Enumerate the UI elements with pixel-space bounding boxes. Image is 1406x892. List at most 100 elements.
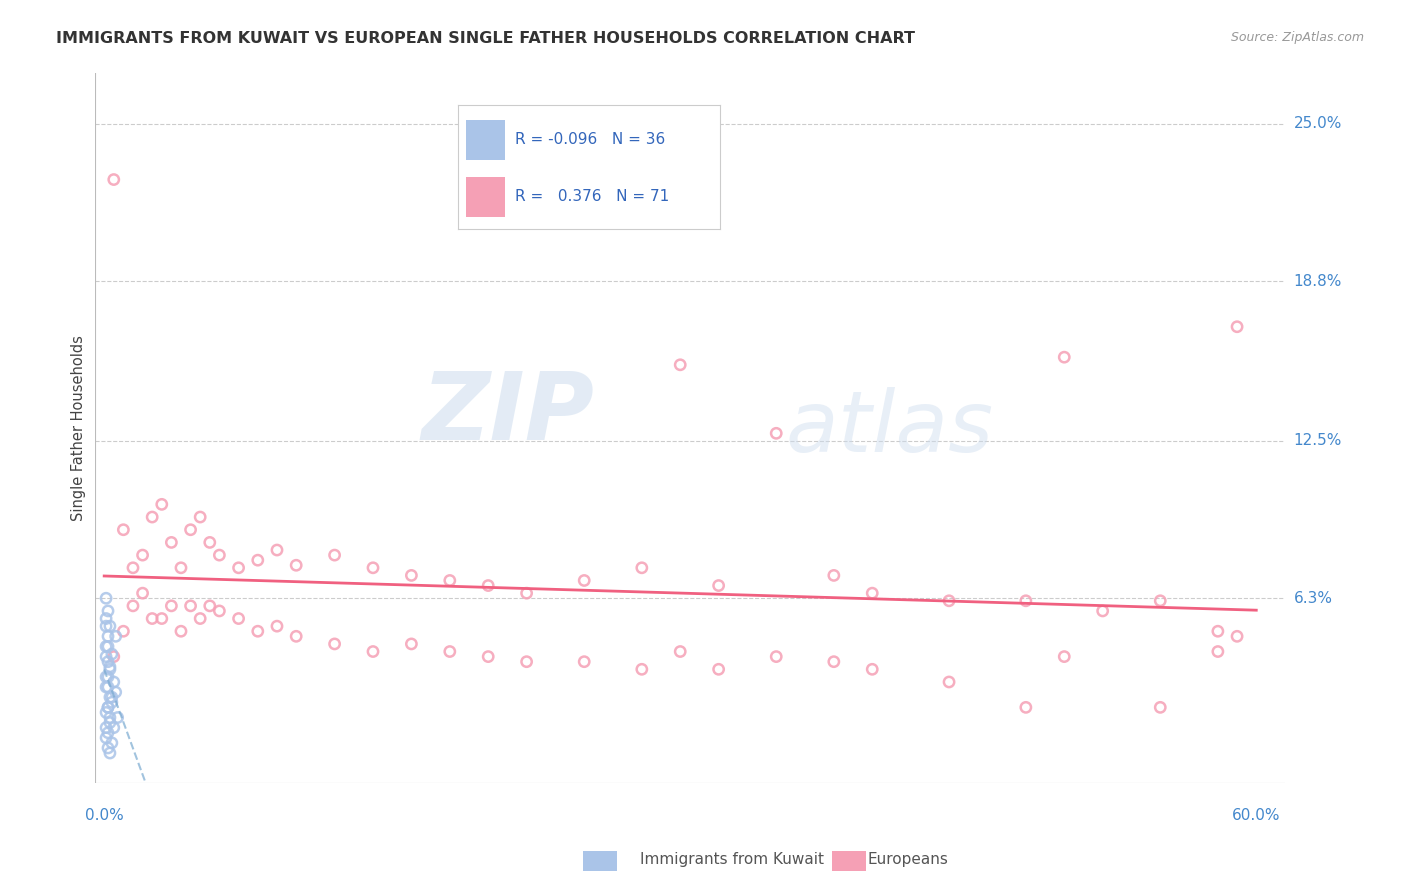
Point [707,662,730,676]
Point [180,523,202,537]
Point [112,523,135,537]
Text: IMMIGRANTS FROM KUWAIT VS EUROPEAN SINGLE FATHER HOUSEHOLDS CORRELATION CHART: IMMIGRANTS FROM KUWAIT VS EUROPEAN SINGL… [56,31,915,46]
Point [1206,624,1229,639]
Point [1206,644,1229,658]
Point [1149,700,1171,714]
Point [938,675,960,690]
Point [94,640,117,654]
Point [150,497,173,511]
Point [630,561,652,575]
Point [122,561,145,575]
Point [630,662,652,676]
Point [97,700,120,714]
Point [266,619,288,633]
Point [170,624,193,639]
Point [97,725,120,739]
Point [208,604,231,618]
Point [97,655,120,669]
Point [103,721,125,735]
Point [1053,350,1076,364]
Point [104,685,127,699]
Point [97,604,120,618]
Point [98,690,121,705]
Point [198,535,221,549]
Point [516,655,538,669]
Point [150,611,173,625]
Point [208,548,231,562]
Point [188,611,211,625]
Point [94,721,117,735]
Point [112,624,135,639]
Text: 12.5%: 12.5% [1294,434,1341,449]
Point [131,548,153,562]
Point [101,690,124,705]
Point [160,535,183,549]
Point [141,611,163,625]
Point [823,655,845,669]
Point [285,558,308,573]
Point [98,746,121,760]
Point [170,561,193,575]
Point [180,599,202,613]
Point [101,647,124,661]
Point [266,543,288,558]
Point [246,553,269,567]
Point [198,599,221,613]
Point [98,659,121,673]
Point [401,568,423,582]
Point [94,680,117,694]
Point [98,710,121,724]
Text: Immigrants from Kuwait: Immigrants from Kuwait [640,853,824,867]
Text: 0.0%: 0.0% [84,808,124,823]
Text: 18.8%: 18.8% [1294,274,1341,288]
Point [1053,649,1076,664]
Point [94,670,117,684]
Y-axis label: Single Father Households: Single Father Households [72,335,86,521]
Point [477,578,499,592]
Point [246,624,269,639]
Point [94,706,117,720]
Point [285,629,308,643]
Point [574,574,596,588]
Point [101,736,124,750]
Point [361,561,384,575]
Point [94,649,117,664]
Point [938,594,960,608]
Point [97,680,120,694]
Point [323,637,346,651]
Point [765,649,787,664]
Point [323,548,346,562]
Point [107,710,129,724]
Point [122,599,145,613]
Point [188,510,211,524]
Point [1091,604,1114,618]
Point [439,644,461,658]
Point [860,586,883,600]
Point [228,611,250,625]
Point [97,670,120,684]
Point [97,640,120,654]
Point [1015,700,1038,714]
Point [516,586,538,600]
Point [141,510,163,524]
Point [361,644,384,658]
Point [103,675,125,690]
Point [439,574,461,588]
Point [97,741,120,756]
Point [669,644,692,658]
Point [97,629,120,643]
Point [101,695,124,709]
Point [1226,319,1249,334]
Point [860,662,883,676]
Text: 6.3%: 6.3% [1294,591,1333,606]
Point [98,715,121,730]
Point [707,578,730,592]
Point [1149,594,1171,608]
Point [98,662,121,676]
Point [669,358,692,372]
Point [103,172,125,186]
Point [823,568,845,582]
Point [1226,629,1249,643]
Point [94,619,117,633]
Point [574,655,596,669]
